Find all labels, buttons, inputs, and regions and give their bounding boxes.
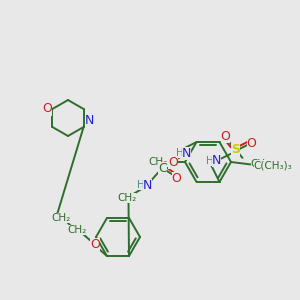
- Text: O: O: [172, 172, 182, 184]
- Text: CH₂: CH₂: [117, 193, 136, 203]
- Text: C: C: [158, 162, 167, 175]
- Text: CH₂: CH₂: [68, 225, 87, 235]
- Text: O: O: [168, 155, 178, 169]
- Text: N: N: [85, 113, 94, 127]
- Text: O: O: [220, 130, 230, 143]
- Text: H: H: [206, 156, 213, 166]
- Text: N: N: [212, 154, 221, 167]
- Text: CH₃: CH₃: [250, 159, 270, 169]
- Text: C(CH₃)₃: C(CH₃)₃: [254, 160, 292, 170]
- Text: H: H: [136, 180, 144, 190]
- Text: O: O: [247, 137, 256, 150]
- Text: H: H: [176, 148, 183, 158]
- Text: O: O: [43, 103, 52, 116]
- Text: O: O: [90, 238, 100, 250]
- Text: N: N: [182, 147, 191, 160]
- Text: N: N: [143, 178, 152, 192]
- Text: S: S: [231, 143, 240, 156]
- Text: CH₂: CH₂: [51, 213, 70, 223]
- Text: CH₃: CH₃: [148, 157, 168, 167]
